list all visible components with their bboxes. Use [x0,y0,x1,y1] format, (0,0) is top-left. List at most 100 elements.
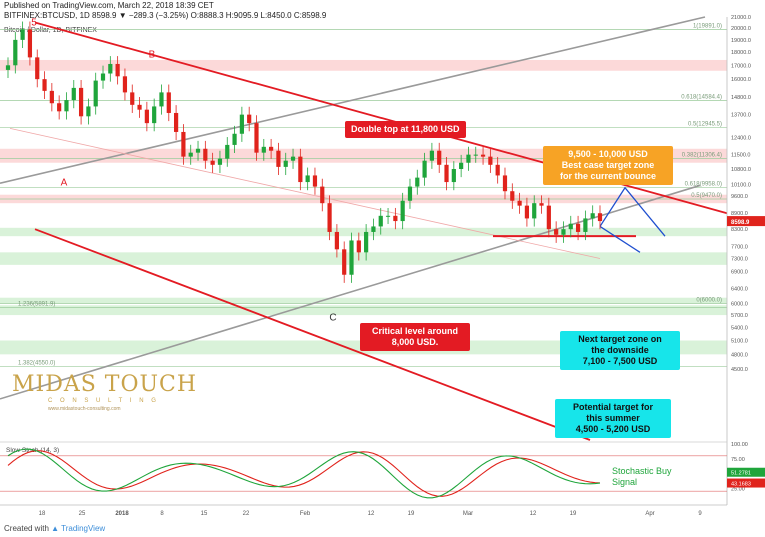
stoch-d-line [7,450,601,497]
candle-body [488,156,493,165]
candle-body [188,152,193,157]
y-tick-label: 10800.0 [731,167,751,173]
candle-body [583,218,588,232]
y-tick-label: 16000.0 [731,77,751,83]
candle-body [473,154,478,156]
price-band [0,59,727,71]
x-axis: 18 25 2018 8 15 22 Feb 12 19 Mar 12 19 Apr 9 [0,504,727,517]
y-tick-label: 5100.0 [731,338,748,344]
candle-body [510,191,515,201]
fib-label: 0.5(9470.0) [691,193,722,199]
x-tick-label: Feb [300,511,311,517]
best-case-annotation: 9,500 - 10,000 USD Best case target zone… [543,146,673,185]
candle-body [502,175,508,192]
stoch-value-label: 51.2781 [731,471,751,477]
wave-label: A [61,177,68,188]
y-tick-label: 7700.0 [731,244,748,250]
candle-body [49,90,54,104]
price-band [0,305,727,316]
x-tick-label: 2018 [115,511,129,517]
y-axis-bg [727,17,765,505]
candle-body [385,215,391,217]
wave-label: C [329,312,336,323]
fib-label: 1.382(4550.0) [18,361,55,367]
stoch-title: Slow Stoch (14, 3) [6,447,59,454]
red-downtrend-lower [34,228,591,441]
candle-body [71,87,76,101]
x-tick-label: 18 [39,511,46,517]
candle-body [371,226,376,232]
y-tick-label: 8300.0 [731,227,748,233]
footer: Created with ▲ TradingView [4,524,105,533]
published-line: Published on TradingView.com, March 22, … [4,1,214,10]
candle-body [166,92,171,113]
candle-body [312,175,318,187]
candle-body [42,79,47,91]
fib-label: 0(6000.0) [696,297,722,303]
y-tick-label: 4800.0 [731,352,748,358]
candle-body [459,162,464,169]
symbol-ohlc-line: BITFINEX:BTCUSD, 1D 8598.9 ▼ −289.3 (−3.… [4,11,327,20]
stoch-value-tag [727,467,765,477]
candle-body [356,240,361,253]
x-tick-label: 12 [368,511,375,517]
candle-body [276,150,281,167]
candle-body [575,223,581,232]
candle-body [239,114,244,134]
candle-body [27,29,33,58]
stoch-value-tag [727,478,765,488]
candle-body [254,123,259,153]
price-chart[interactable]: B A C 5 1(19891.0) 0.618(14584.4) 0.5(12945.5… [0,0,765,525]
logo-url: www.midastouch-consulting.com [48,406,121,412]
y-tick-label: 13700.0 [731,113,751,119]
x-tick-label: 12 [530,511,537,517]
price-band [0,297,727,304]
y-tick-label: 17000.0 [731,63,751,69]
bands-layer [0,59,727,355]
candle-body [480,154,486,157]
stoch-value-label: 43.1683 [731,482,751,488]
x-tick-label: 19 [408,511,415,517]
candle-body [590,213,595,219]
candle-body [393,215,398,222]
stoch-tick: 25.00 [731,486,745,492]
candle-body [86,106,91,117]
x-tick-label: 22 [243,511,250,517]
candle-body [195,148,201,153]
candle-body [100,73,106,81]
candle-body [13,39,18,66]
candle-body [364,231,369,253]
forecast-path-down [599,225,641,253]
footer-brand[interactable]: TradingView [61,524,106,533]
footer-created: Created with [4,524,49,533]
candle-body [305,175,310,183]
candle-body [327,203,332,232]
y-tick-label: 14800.0 [731,95,751,101]
x-tick-label: 19 [570,511,577,517]
y-tick-label: 21000.0 [731,15,751,21]
fib-label: 1.236(5891.9) [18,302,55,308]
stoch-k-line [7,448,601,499]
candle-body [247,114,252,124]
candle-body [210,160,215,165]
candle-body [378,215,383,227]
y-tick-label: 5400.0 [731,325,748,331]
summer-target-annotation: Potential target for this summer 4,500 -… [555,399,671,438]
y-tick-label: 12400.0 [731,135,751,141]
candle-body [466,154,471,163]
candle-body [35,57,40,80]
x-tick-label: 9 [698,511,702,517]
stoch-pane: Slow Stoch (14, 3)100.0075.0050.0025.005… [0,441,765,499]
candle-body [144,109,149,124]
y-tick-label: 6000.0 [731,301,748,307]
candle-body [495,164,500,176]
candle-body [108,63,113,74]
candle-body [407,186,413,201]
candle-body [400,200,405,222]
y-tick-label: 6400.0 [731,287,748,293]
candle-body [261,146,266,153]
candle-body [217,158,223,165]
candle-body [115,63,120,77]
y-axis: 21000.0 20000.0 19000.0 18000.0 17000.0 16000… [726,15,765,505]
candle-body [78,87,84,117]
